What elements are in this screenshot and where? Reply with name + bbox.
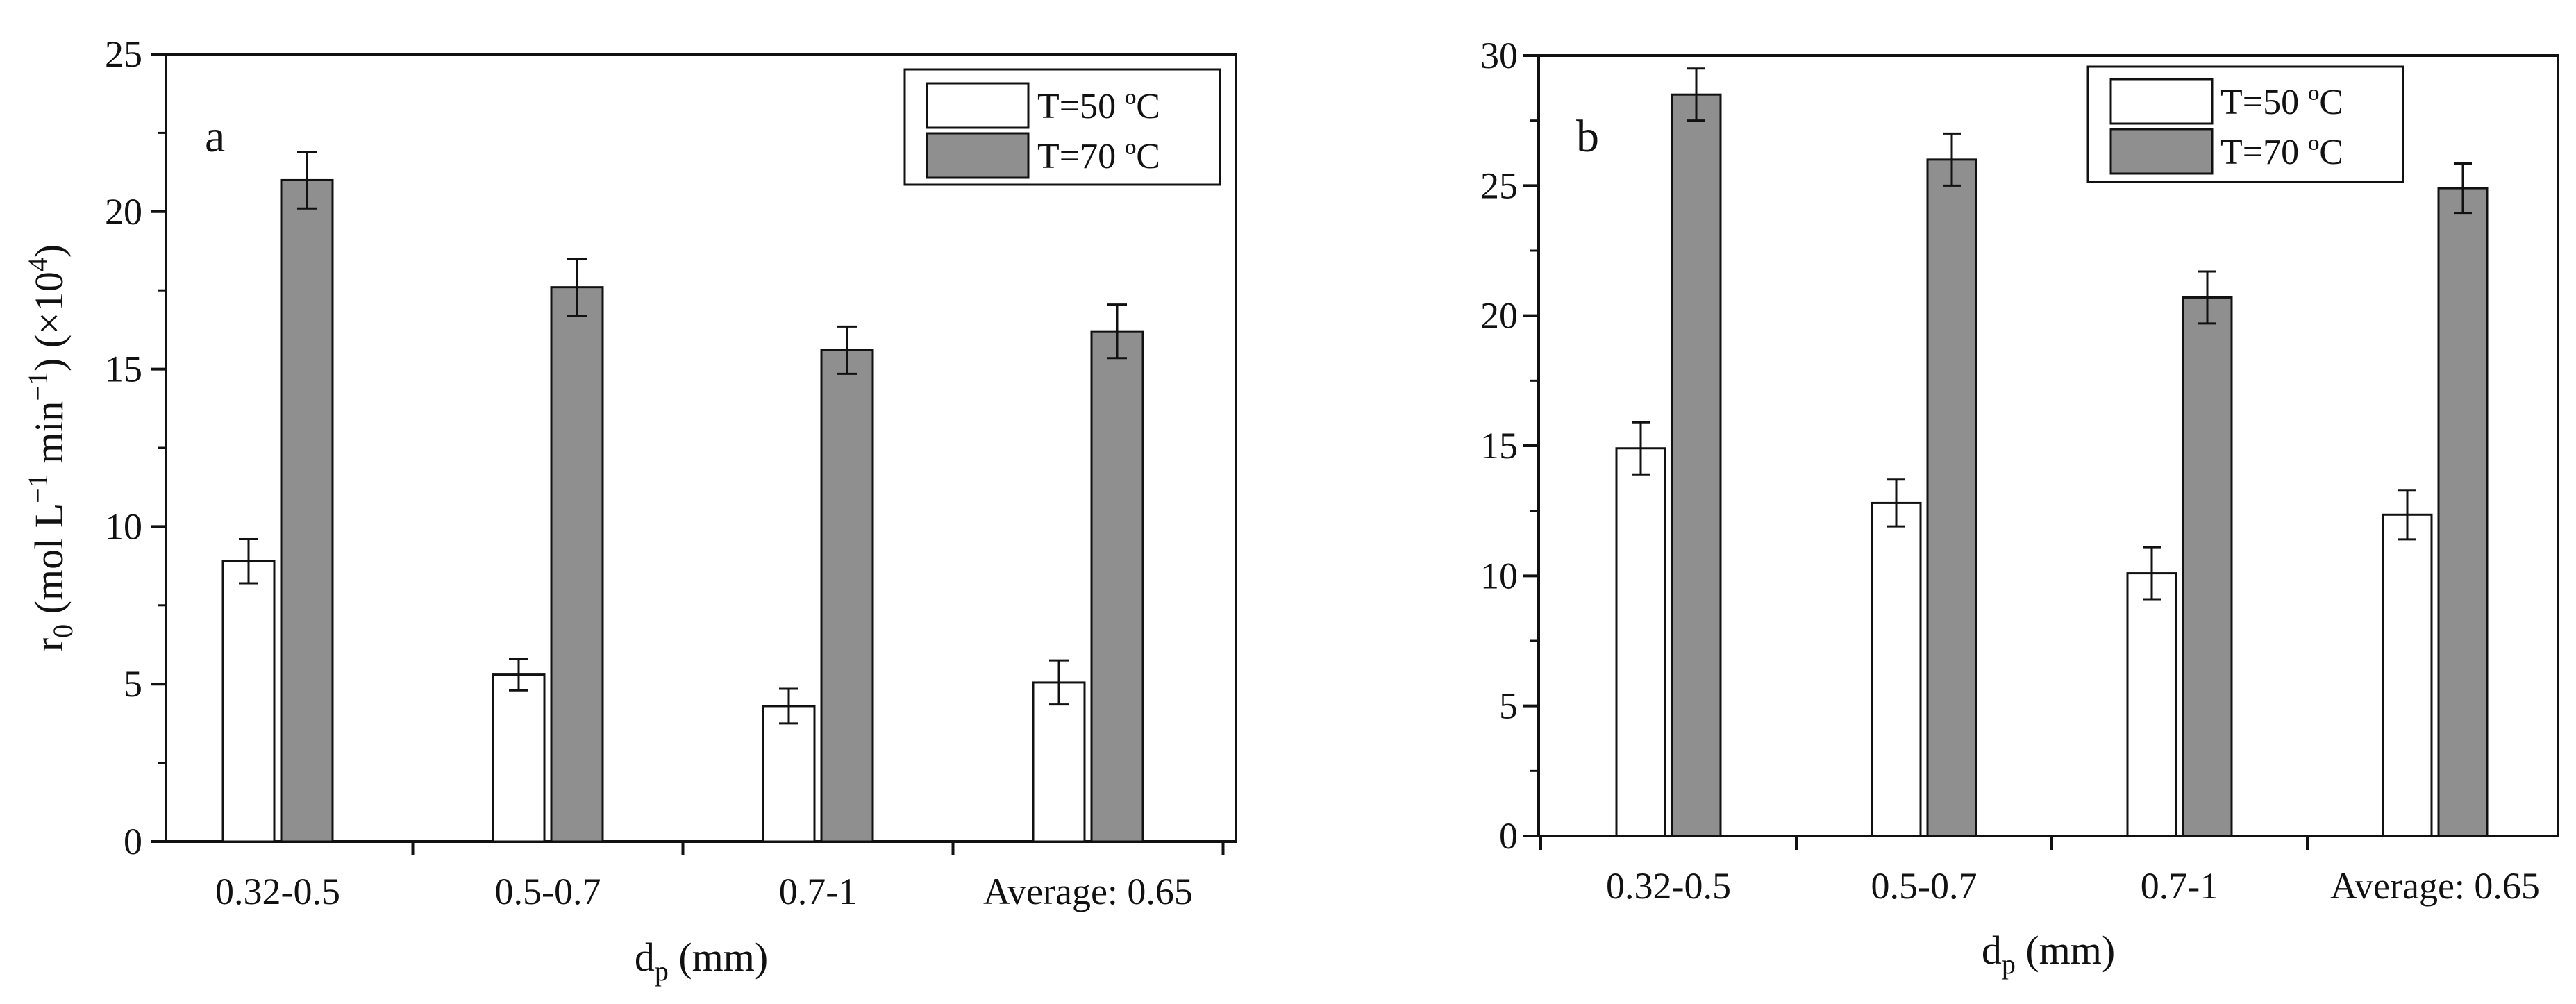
category-label-a-1: 0.5-0.7 <box>495 871 601 912</box>
bar-b-s1-3 <box>2437 187 2489 837</box>
error-bar-a-s0-1 <box>509 658 528 692</box>
y-tick-label-b-15: 15 <box>1480 425 1518 467</box>
y-axis-title-mid3-a: ) (×10 <box>26 271 72 371</box>
panel-label-a: a <box>205 111 225 162</box>
error-bar-b-s1-2 <box>2198 270 2216 325</box>
category-label-a-2: 0.7-1 <box>779 871 857 912</box>
error-bar-b-s1-3 <box>2454 162 2472 215</box>
bar-a-s0-0 <box>221 560 276 843</box>
category-label-b-2: 0.7-1 <box>2141 865 2218 907</box>
legend-label-70c-b: T=70 ºC <box>2220 133 2343 172</box>
y-axis-title-sup1-a: −1 <box>22 474 53 503</box>
error-bar-b-s0-3 <box>2398 489 2416 541</box>
x-axis-title-tail-a: (mm) <box>669 935 768 980</box>
y-tick-label-b-20: 20 <box>1480 295 1518 337</box>
x-axis-title-sub-a: p <box>655 955 669 987</box>
error-bar-a-s1-1 <box>567 258 587 317</box>
y-tick-label-a-5: 5 <box>124 663 142 705</box>
y-axis-title-mid1-a: (mol L <box>26 503 72 624</box>
legend-label-50c-a: T=50 ºC <box>1037 87 1160 126</box>
error-bar-b-s0-2 <box>2143 546 2161 601</box>
category-label-a-3: Average: 0.65 <box>983 871 1193 912</box>
y-axis-ticks-b: 0 5 10 15 20 25 30 <box>1480 35 1539 857</box>
y-axis-title-end-a: ) <box>26 244 72 258</box>
legend-a: T=50 ºC T=70 ºC <box>903 68 1221 186</box>
y-tick-label-a-10: 10 <box>105 505 142 547</box>
panel-label-b: b <box>1576 111 1599 162</box>
y-axis-title-sup2-a: −1 <box>22 371 53 401</box>
y-tick-label-a-25: 25 <box>105 33 142 75</box>
error-bars-a <box>239 151 1127 725</box>
y-tick-label-b-5: 5 <box>1499 685 1518 727</box>
y-tick-label-a-0: 0 <box>124 821 142 862</box>
y-tick-label-b-30: 30 <box>1480 35 1518 76</box>
y-tick-label-a-20: 20 <box>105 191 142 233</box>
y-axis-title-mid2-a: min <box>26 401 72 474</box>
bar-b-s1-1 <box>1926 158 1977 837</box>
category-label-a-0: 0.32-0.5 <box>215 871 340 912</box>
error-bar-a-s1-0 <box>297 151 317 210</box>
error-bar-a-s1-3 <box>1107 303 1127 360</box>
x-axis-title-main-b: d <box>1982 928 2002 973</box>
y-axis-ticks-a: 0 5 10 15 20 25 <box>105 33 166 862</box>
bar-b-s1-0 <box>1671 93 1722 837</box>
legend-swatch-70c-a <box>926 132 1030 179</box>
error-bar-a-s0-2 <box>779 687 798 725</box>
y-tick-label-b-0: 0 <box>1499 815 1518 857</box>
y-axis-title-a: r0 (mol L−1 min−1) (×104) <box>22 244 78 651</box>
bar-b-s0-0 <box>1615 447 1666 837</box>
y-axis-title-sup3-a: 4 <box>22 258 53 271</box>
category-label-b-3: Average: 0.65 <box>2330 865 2540 907</box>
bar-a-s0-2 <box>762 705 816 843</box>
error-bar-a-s1-2 <box>837 325 857 375</box>
y-axis-title-sub-a: 0 <box>47 624 78 638</box>
x-axis-title-sub-b: p <box>2002 948 2016 980</box>
category-label-b-0: 0.32-0.5 <box>1606 865 1731 907</box>
bar-b-s1-2 <box>2182 296 2233 837</box>
legend-swatch-50c-a <box>926 82 1030 129</box>
x-axis-ticks-a <box>411 842 1225 855</box>
y-axis-title-main-a: r <box>26 638 72 651</box>
category-labels-a: 0.32-0.5 0.5-0.7 0.7-1 Average: 0.65 <box>215 871 1193 912</box>
category-labels-b: 0.32-0.5 0.5-0.7 0.7-1 Average: 0.65 <box>1606 865 2540 907</box>
x-axis-title-b: dp (mm) <box>1982 928 2115 980</box>
error-bar-a-s0-3 <box>1049 659 1069 706</box>
bar-a-s0-3 <box>1032 681 1086 843</box>
legend-label-50c-b: T=50 ºC <box>2220 83 2343 122</box>
bar-b-s0-3 <box>2382 513 2433 837</box>
legend-b: T=50 ºC T=70 ºC <box>2086 65 2404 183</box>
bar-a-s1-0 <box>280 178 334 843</box>
chart-panel-b: 0 5 10 15 20 25 30 0.32-0.5 0.5-0.7 0.7-1 Average… <box>1480 35 2559 980</box>
y-tick-label-b-10: 10 <box>1480 555 1518 596</box>
bars-b <box>1615 93 2489 837</box>
category-label-b-1: 0.5-0.7 <box>1871 865 1977 907</box>
error-bar-a-s0-0 <box>239 538 258 585</box>
error-bar-b-s0-0 <box>1632 421 1650 476</box>
x-axis-title-main-a: d <box>635 935 655 980</box>
legend-swatch-70c-b <box>2109 128 2214 175</box>
error-bars-b <box>1632 67 2472 601</box>
x-axis-title-a: dp (mm) <box>635 935 768 987</box>
bar-a-s1-2 <box>820 349 874 843</box>
bar-b-s0-2 <box>2126 572 2177 837</box>
error-bar-b-s0-1 <box>1887 478 1905 528</box>
y-tick-label-a-15: 15 <box>105 349 142 390</box>
chart-panel-a: 0 5 10 15 20 25 0.32-0.5 0.5-0.7 0.7-1 Average: … <box>22 33 1237 987</box>
legend-swatch-50c-b <box>2109 78 2214 125</box>
legend-label-70c-a: T=70 ºC <box>1037 137 1160 176</box>
bar-b-s0-1 <box>1871 501 1922 837</box>
y-tick-label-b-25: 25 <box>1480 165 1518 206</box>
error-bar-b-s1-1 <box>1943 132 1961 187</box>
bars-a <box>221 178 1144 843</box>
x-axis-title-tail-b: (mm) <box>2016 928 2115 973</box>
bar-a-s0-1 <box>492 673 546 843</box>
bar-a-s1-3 <box>1090 330 1144 843</box>
x-axis-ticks-b <box>1539 836 2309 850</box>
error-bar-b-s1-0 <box>1687 67 1705 122</box>
bar-a-s1-1 <box>550 286 604 843</box>
